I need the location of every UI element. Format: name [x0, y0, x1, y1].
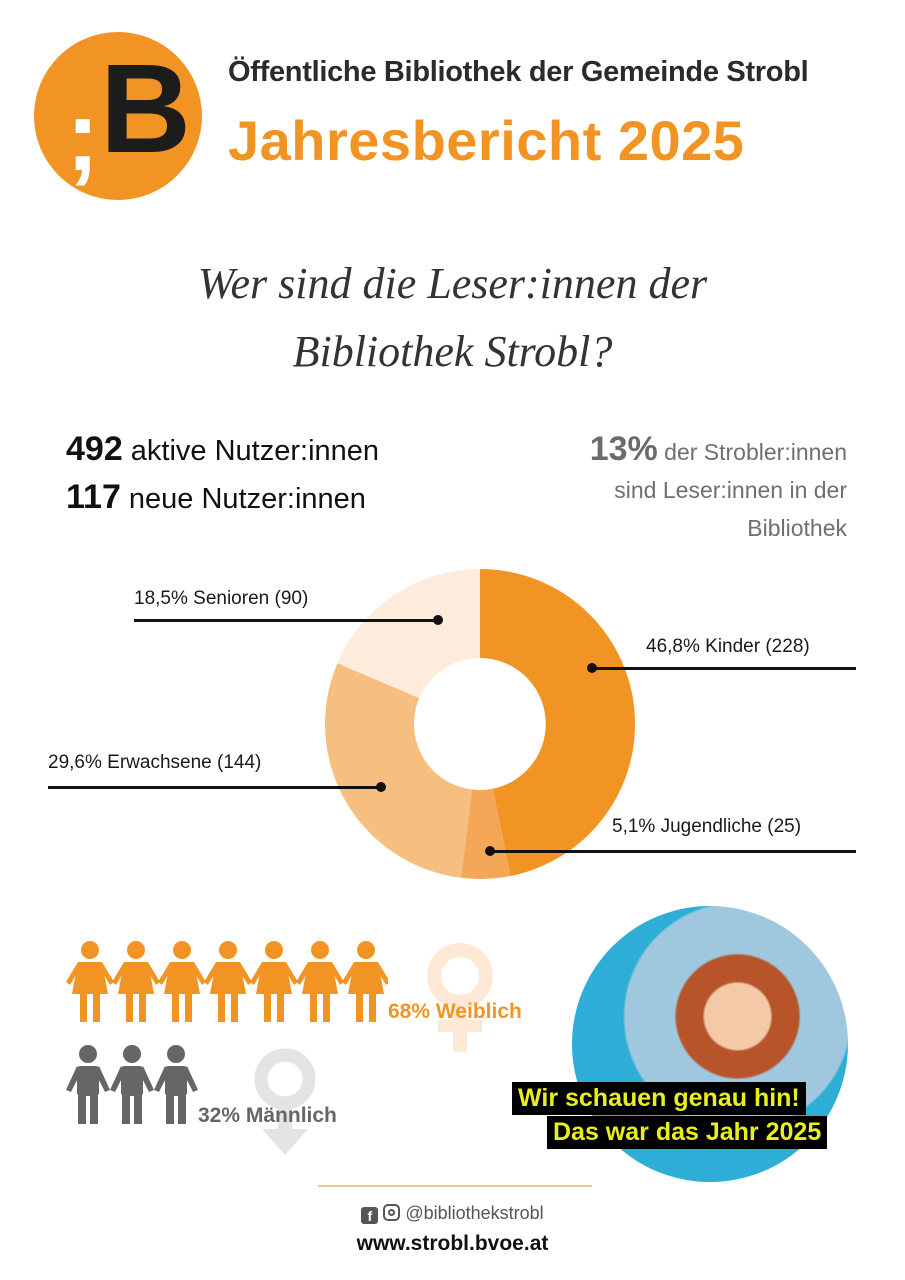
active-users-value: 492: [66, 430, 123, 468]
logo-letter: B: [100, 38, 191, 179]
share-line-3: Bibliothek: [747, 515, 847, 541]
website-link[interactable]: www.strobl.bvoe.at: [356, 1232, 549, 1255]
slice-jugendliche: [461, 788, 511, 879]
label-senioren: 18,5% Senioren (90): [134, 588, 309, 609]
label-erwachsene: 29,6% Erwachsene (144): [48, 752, 262, 773]
slice-senioren: [337, 569, 480, 699]
logo-semicolon: ;: [66, 80, 100, 192]
active-users-label: aktive Nutzer:innen: [130, 435, 380, 467]
new-users-value: 117: [66, 478, 121, 516]
label-jugendliche: 5,1% Jugendliche (25): [612, 816, 802, 837]
male-share-label: 32% Männlich: [198, 1104, 337, 1127]
section-headline: Wer sind die Leser:innen der Bibliothek …: [0, 250, 905, 386]
share-line-1: der Strobler:innen: [664, 439, 847, 465]
female-people-icons: [66, 941, 388, 1022]
facebook-icon[interactable]: f: [361, 1207, 379, 1224]
male-symbol-icon: [254, 1048, 316, 1155]
leader-line-erwachsene: [48, 786, 384, 789]
headline-line-2: Bibliothek Strobl?: [292, 327, 613, 376]
leader-dot-senioren: [433, 615, 443, 625]
leader-line-senioren: [134, 619, 440, 622]
leader-dot-erwachsene: [376, 782, 386, 792]
instagram-icon[interactable]: [383, 1204, 401, 1221]
slice-kinder: [480, 569, 636, 876]
social-handle[interactable]: @bibliothekstrobl: [405, 1203, 544, 1223]
leader-line-kinder: [592, 667, 856, 670]
population-share-value: 13%: [589, 430, 658, 468]
report-title: Jahresbericht 2025: [228, 109, 745, 172]
male-person-icon: [66, 1045, 110, 1124]
female-person-icon: [66, 941, 114, 1022]
leader-dot-kinder: [587, 663, 597, 673]
male-people-icons: [66, 1045, 198, 1124]
share-line-2: sind Leser:innen in der: [614, 477, 847, 503]
leader-line-jugendliche: [490, 850, 856, 853]
footer-divider: [318, 1185, 592, 1187]
promo-banner-line-1: Wir schauen genau hin!: [512, 1082, 806, 1115]
female-share-label: 68% Weiblich: [388, 1000, 522, 1023]
social-row: f @bibliothekstrobl: [0, 1203, 905, 1224]
age-donut-chart: [324, 569, 636, 879]
female-symbol-icon: [427, 943, 493, 1052]
new-users-label: neue Nutzer:innen: [128, 483, 366, 515]
slice-erwachsene: [324, 663, 472, 878]
active-users-stat: 492 aktive Nutzer:innen: [66, 430, 379, 469]
leader-dot-jugendliche: [485, 846, 495, 856]
promo-banner-line-2: Das war das Jahr 2025: [547, 1116, 828, 1149]
organization-name: Öffentliche Bibliothek der Gemeinde Stro…: [228, 56, 809, 88]
label-kinder: 46,8% Kinder (228): [646, 636, 810, 657]
new-users-stat: 117 neue Nutzer:innen: [66, 478, 366, 517]
headline-line-1: Wer sind die Leser:innen der: [197, 259, 708, 308]
library-logo: [34, 32, 202, 200]
population-share-stat: 13% der Strobler:innen sind Leser:innen …: [590, 430, 847, 547]
